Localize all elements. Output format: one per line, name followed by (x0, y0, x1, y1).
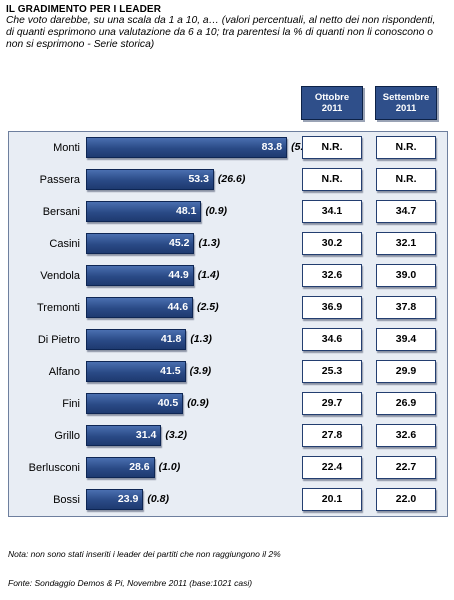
leader-label: Tremonti (37, 302, 80, 314)
leader-label: Fini (62, 398, 80, 410)
bar: 48.1 (86, 201, 202, 222)
non-respondent-label: (1.4) (197, 269, 220, 281)
bar-value-label: 48.1 (176, 205, 197, 217)
column-header-ottobre-year: 2011 (321, 103, 343, 114)
bar: 28.6 (86, 457, 155, 478)
ottobre-value: 34.6 (302, 328, 362, 351)
chart-row: Berlusconi 28.6 (1.0) 22.4 22.7 (8, 452, 446, 484)
ottobre-value: N.R. (302, 136, 362, 159)
column-header-settembre-year: 2011 (395, 103, 417, 114)
leader-label: Bersani (42, 206, 80, 218)
non-respondent-label: (2.5) (197, 301, 219, 313)
non-respondent-label: (3.2) (165, 429, 187, 441)
bar-value-label: 23.9 (117, 493, 139, 505)
leader-label: Alfano (48, 366, 80, 378)
chart-row: Bersani 48.1 (0.9) 34.1 34.7 (8, 196, 446, 228)
settembre-value: 32.6 (376, 424, 436, 447)
non-respondent-label: (3.9) (189, 365, 212, 377)
chart-row: Bossi 23.9 (0.8) 20.1 22.0 (8, 484, 446, 516)
bar-value-label: 41.8 (160, 333, 182, 345)
non-respondent-label: (0.9) (187, 397, 209, 409)
ottobre-value: 27.8 (302, 424, 362, 447)
chart-row: Passera 53.3 (26.6) N.R. N.R. (8, 164, 446, 196)
settembre-value: 29.9 (376, 360, 436, 383)
chart-panel (8, 131, 448, 517)
non-respondent-label: (1.3) (190, 333, 212, 345)
non-respondent-label: (0.9) (205, 205, 228, 217)
leader-label: Monti (53, 142, 80, 154)
leader-label: Casini (49, 238, 80, 250)
ottobre-value: 22.4 (302, 456, 362, 479)
bar-value-label: 41.5 (160, 365, 181, 377)
column-header-ottobre: Ottobre 2011 (301, 86, 363, 120)
bar: 44.9 (86, 265, 194, 286)
chart-subtitle: Che voto darebbe, su una scala da 1 a 10… (6, 15, 436, 50)
settembre-value: 37.8 (376, 296, 436, 319)
ottobre-value: 36.9 (302, 296, 362, 319)
bar: 23.9 (86, 489, 144, 510)
leader-label: Bossi (53, 494, 80, 506)
leader-label: Passera (39, 174, 80, 186)
chart-row: Tremonti 44.6 (2.5) 36.9 37.8 (8, 292, 446, 324)
bar: 41.5 (86, 361, 186, 382)
bar-value-label: 83.8 (261, 141, 283, 153)
chart-row: Casini 45.2 (1.3) 30.2 32.1 (8, 228, 446, 260)
bar: 41.8 (86, 329, 187, 350)
bar-value-label: 53.3 (188, 173, 209, 185)
leader-label: Berlusconi (28, 462, 80, 474)
bar-value-label: 31.4 (135, 429, 157, 441)
bar-value-label: 40.5 (157, 397, 179, 409)
chart-row: Alfano 41.5 (3.9) 25.3 29.9 (8, 356, 446, 388)
ottobre-value: 30.2 (302, 232, 362, 255)
chart-row: Vendola 44.9 (1.4) 32.6 39.0 (8, 260, 446, 292)
bar: 45.2 (86, 233, 195, 254)
column-header-settembre: Settembre 2011 (375, 86, 437, 120)
bar: 44.6 (86, 297, 194, 318)
chart-row: Fini 40.5 (0.9) 29.7 26.9 (8, 388, 446, 420)
settembre-value: 22.0 (376, 488, 436, 511)
column-header-settembre-month: Settembre (382, 92, 430, 103)
settembre-value: 39.4 (376, 328, 436, 351)
column-header-ottobre-month: Ottobre (314, 92, 350, 103)
non-respondent-label: (26.6) (217, 173, 246, 185)
settembre-value: 32.1 (376, 232, 436, 255)
ottobre-value: 32.6 (302, 264, 362, 287)
leader-label: Vendola (40, 270, 80, 282)
source-note: Fonte: Sondaggio Demos & Pi, Novembre 20… (8, 578, 253, 588)
ottobre-value: 20.1 (302, 488, 362, 511)
chart-title: IL GRADIMENTO PER I LEADER (6, 4, 162, 15)
bar-value-label: 28.6 (129, 461, 150, 473)
non-respondent-label: (1.3) (198, 237, 221, 249)
settembre-value: 22.7 (376, 456, 436, 479)
ottobre-value: 29.7 (302, 392, 362, 415)
bar: 83.8 (86, 137, 288, 158)
chart-row: Di Pietro 41.8 (1.3) 34.6 39.4 (8, 324, 446, 356)
leader-label: Di Pietro (37, 334, 80, 346)
settembre-value: 39.0 (376, 264, 436, 287)
bar-value-label: 45.2 (169, 237, 190, 249)
footnote: Nota: non sono stati inseriti i leader d… (8, 549, 281, 559)
settembre-value: N.R. (376, 136, 436, 159)
settembre-value: 26.9 (376, 392, 436, 415)
non-respondent-label: (0.8) (147, 493, 169, 505)
bar: 53.3 (86, 169, 214, 190)
bar: 40.5 (86, 393, 184, 414)
chart-row: Grillo 31.4 (3.2) 27.8 32.6 (8, 420, 446, 452)
leader-label: Grillo (54, 430, 80, 442)
settembre-value: 34.7 (376, 200, 436, 223)
settembre-value: N.R. (376, 168, 436, 191)
ottobre-value: N.R. (302, 168, 362, 191)
ottobre-value: 25.3 (302, 360, 362, 383)
bar: 31.4 (86, 425, 162, 446)
ottobre-value: 34.1 (302, 200, 362, 223)
non-respondent-label: (1.0) (158, 461, 181, 473)
bar-value-label: 44.9 (168, 269, 189, 281)
bar-value-label: 44.6 (167, 301, 189, 313)
